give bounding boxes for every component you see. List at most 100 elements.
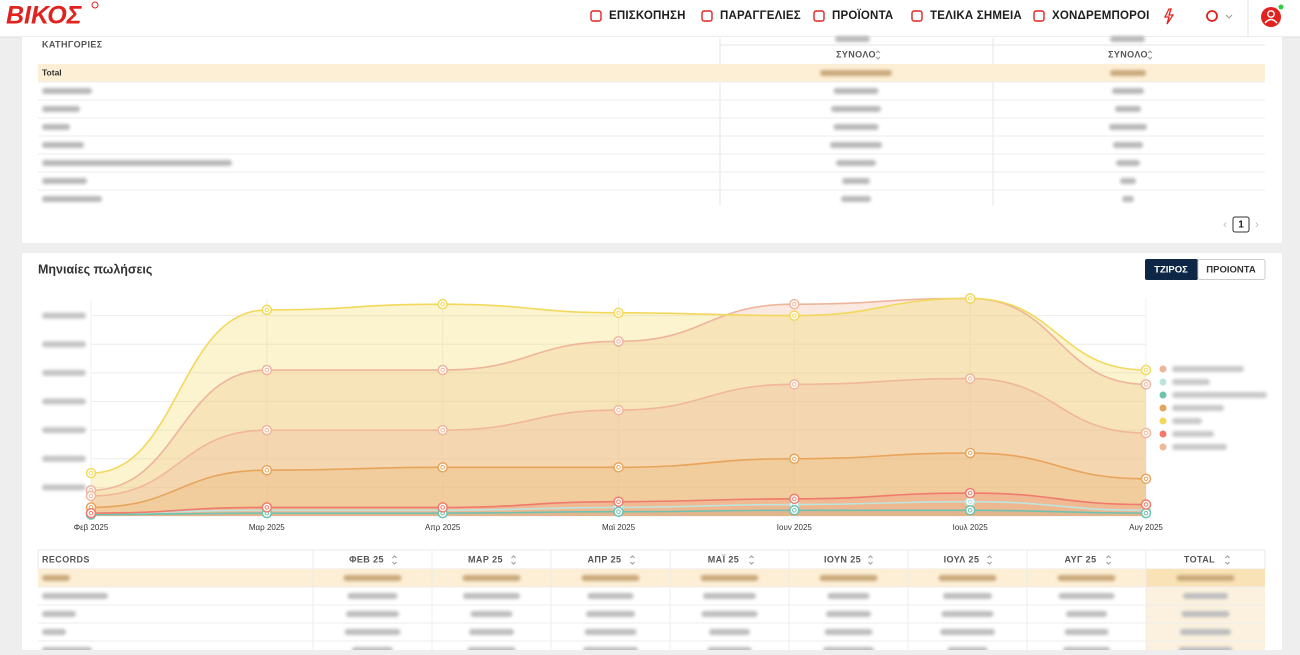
nav-item[interactable]: ΠΑΡΑΓΓΕΛΙΕΣ [720,10,801,22]
point[interactable] [85,467,97,479]
point[interactable] [789,379,800,390]
point[interactable] [1140,499,1152,510]
header-bar [0,0,1300,37]
point[interactable] [437,364,448,376]
point[interactable] [964,293,976,304]
point[interactable] [789,493,800,505]
column-header[interactable]: ΦΕΒ 25 [349,554,384,564]
blurred-text [1110,70,1146,76]
legend-swatch[interactable] [1159,443,1167,451]
point-core [264,505,270,510]
point[interactable] [261,502,273,513]
point[interactable] [613,462,624,473]
point-core [264,307,270,313]
column-header[interactable]: ΙΟΥΛ 25 [944,554,980,564]
point-core [792,382,797,387]
toggle-active[interactable] [1145,259,1198,280]
point[interactable] [261,424,273,436]
column-header[interactable]: ΙΟΥΝ 25 [824,554,861,564]
column-header[interactable]: ΣΥΝΟΛΟ [1108,49,1148,59]
legend-swatch[interactable] [1159,391,1167,399]
point[interactable] [85,507,97,519]
point-core [1143,367,1149,373]
blurred-text [42,106,80,112]
prev-page[interactable]: ‹ [1223,219,1227,231]
point[interactable] [261,364,273,376]
point[interactable] [85,490,97,502]
point-core [440,427,445,433]
blurred-text [1172,366,1244,372]
nav-icon[interactable] [911,10,923,22]
point[interactable] [1140,473,1152,485]
point[interactable] [437,462,448,473]
point[interactable] [1140,507,1152,519]
legend-swatch[interactable] [1159,365,1167,373]
page-button[interactable] [1232,216,1250,233]
point[interactable] [437,424,448,436]
blurred-text [1181,611,1230,617]
blurred-text [1122,196,1134,202]
legend-swatch[interactable] [1159,404,1167,412]
logo[interactable]: ΒΙΚΟΣ [6,2,83,30]
point[interactable] [964,373,976,384]
nav-icon[interactable] [590,10,602,22]
nav-icon[interactable] [701,10,713,22]
bolt-icon[interactable] [1163,8,1175,25]
point[interactable] [964,447,976,459]
next-page[interactable]: › [1255,219,1259,231]
blurred-text [42,593,108,599]
blurred-text [820,70,892,76]
blurred-text [42,196,102,202]
point[interactable] [1140,364,1152,376]
column-header[interactable]: ΜΑΪ 25 [708,554,739,564]
point[interactable] [437,502,448,513]
point[interactable] [261,464,273,476]
point[interactable] [613,496,624,507]
point-core [616,499,621,504]
point[interactable] [964,487,976,499]
blurred-text [586,611,635,617]
column-header[interactable]: TOTAL [1184,554,1215,564]
toggle-label[interactable]: ΤΖΙΡΟΣ [1154,265,1188,276]
column-header[interactable]: ΣΥΝΟΛΟ [836,49,876,59]
nav-icon[interactable] [1033,10,1045,22]
column-header[interactable]: ΑΥΓ 25 [1064,554,1096,564]
point[interactable] [789,505,800,516]
settings-icon[interactable] [1206,10,1218,22]
point[interactable] [613,506,624,517]
point-core [792,301,797,307]
nav-item[interactable]: ΧΟΝΔΡΕΜΠΟΡΟΙ [1052,10,1150,22]
point-core [88,470,94,476]
point[interactable] [613,336,624,347]
blurred-text [941,611,994,617]
point[interactable] [789,453,800,464]
point[interactable] [1140,379,1152,390]
point[interactable] [789,310,800,321]
legend-swatch[interactable] [1159,378,1167,386]
point[interactable] [437,298,448,310]
blurred-text [703,593,756,599]
toggle-inactive[interactable] [1197,259,1266,280]
page-number[interactable]: 1 [1238,220,1244,231]
point[interactable] [261,304,273,316]
column-header[interactable]: ΜΑΡ 25 [468,554,503,564]
nav-item[interactable]: ΠΡΟΪΟΝΤΑ [832,9,893,22]
nav-item[interactable]: ΤΕΛΙΚΑ ΣΗΜΕΙΑ [930,10,1022,22]
nav-item[interactable]: ΕΠΙΣΚΟΠΗΣΗ [609,10,686,22]
blurred-text [831,106,881,112]
legend-swatch[interactable] [1159,430,1167,438]
nav-icon[interactable] [813,10,825,22]
legend-swatch[interactable] [1159,417,1167,425]
point[interactable] [613,307,624,319]
point[interactable] [789,298,800,310]
toggle-label[interactable]: ΠΡΟΙΟΝΤΑ [1206,265,1256,276]
point[interactable] [1140,427,1152,439]
column-header[interactable]: RECORDS [42,554,90,564]
point[interactable] [964,496,976,507]
column-header[interactable]: ΑΠΡ 25 [588,554,622,564]
blurred-text [470,611,513,617]
point[interactable] [613,404,624,416]
point[interactable] [964,505,976,516]
blurred-text [344,629,401,635]
point-core [616,465,621,470]
